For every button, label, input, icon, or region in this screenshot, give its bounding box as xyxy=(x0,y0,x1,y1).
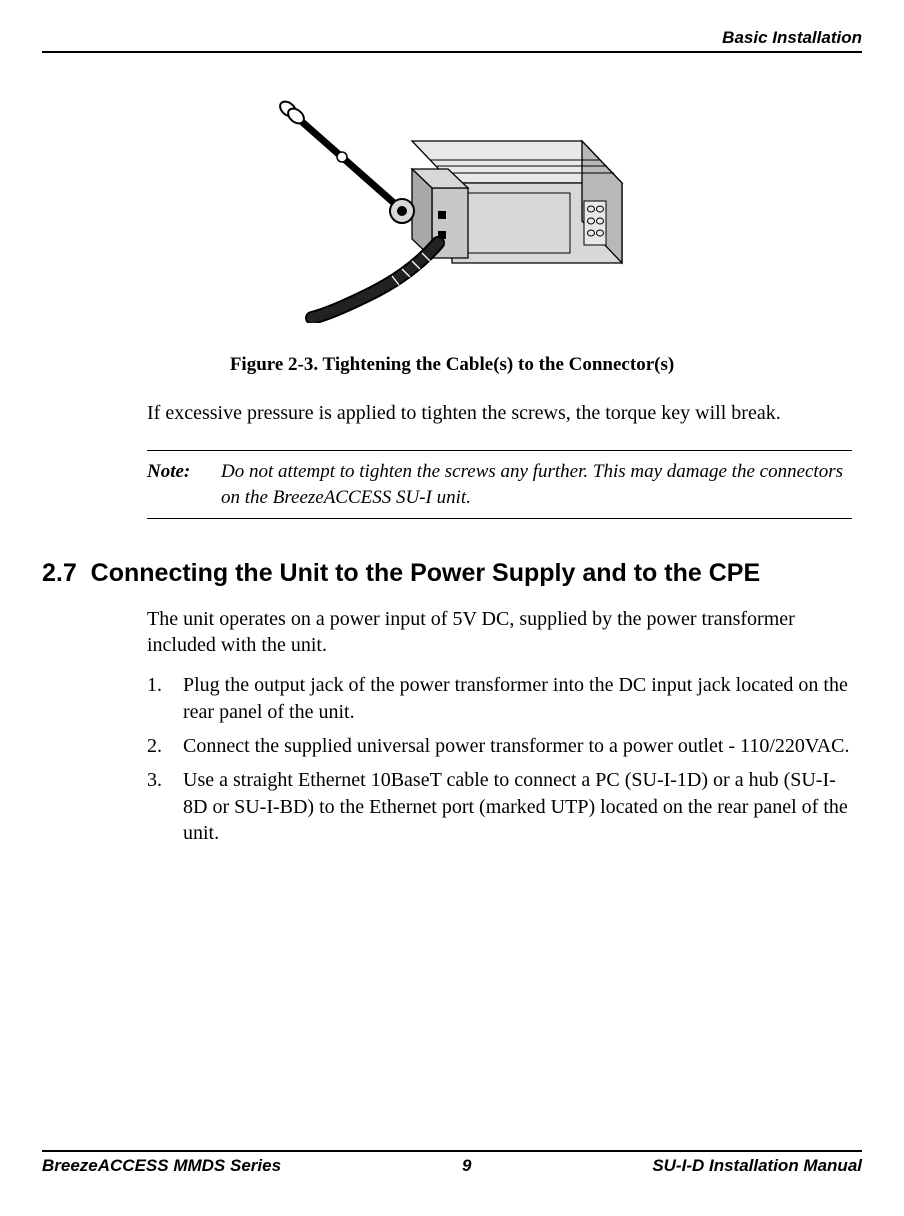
note-block: Note: Do not attempt to tighten the scre… xyxy=(147,450,852,519)
chapter-title: Basic Installation xyxy=(722,28,862,47)
indicator-lights xyxy=(584,201,606,245)
figure-2-3-illustration xyxy=(252,93,652,323)
figure-caption: Figure 2-3. Tightening the Cable(s) to t… xyxy=(42,354,862,376)
page-footer: BreezeACCESS MMDS Series 9 SU-I-D Instal… xyxy=(42,1150,862,1176)
list-item: 3. Use a straight Ethernet 10BaseT cable… xyxy=(147,767,852,846)
list-item: 1. Plug the output jack of the power tra… xyxy=(147,672,852,725)
paragraph-excess-pressure: If excessive pressure is applied to tigh… xyxy=(147,400,852,426)
list-number: 3. xyxy=(147,767,183,846)
footer-page-number: 9 xyxy=(462,1156,471,1176)
list-text: Use a straight Ethernet 10BaseT cable to… xyxy=(183,767,852,846)
section-heading: 2.7 Connecting the Unit to the Power Sup… xyxy=(42,559,862,588)
section-title: Connecting the Unit to the Power Supply … xyxy=(91,559,760,587)
section-intro: The unit operates on a power input of 5V… xyxy=(147,606,852,658)
footer-rule xyxy=(42,1150,862,1152)
header-rule xyxy=(42,51,862,53)
footer-right: SU-I-D Installation Manual xyxy=(652,1156,862,1176)
running-header: Basic Installation xyxy=(42,28,862,51)
torque-key xyxy=(277,99,414,223)
footer-left: BreezeACCESS MMDS Series xyxy=(42,1156,281,1176)
page-container: Basic Installation xyxy=(0,0,904,1216)
figure-container: Figure 2-3. Tightening the Cable(s) to t… xyxy=(42,93,862,376)
list-item: 2. Connect the supplied universal power … xyxy=(147,733,852,759)
ordered-list: 1. Plug the output jack of the power tra… xyxy=(147,672,852,846)
list-text: Connect the supplied universal power tra… xyxy=(183,733,852,759)
cable xyxy=(312,243,438,318)
list-number: 2. xyxy=(147,733,183,759)
note-text: Do not attempt to tighten the screws any… xyxy=(221,459,852,510)
section-number: 2.7 xyxy=(42,559,77,587)
note-label: Note: xyxy=(147,459,221,510)
list-text: Plug the output jack of the power transf… xyxy=(183,672,852,725)
list-number: 1. xyxy=(147,672,183,725)
